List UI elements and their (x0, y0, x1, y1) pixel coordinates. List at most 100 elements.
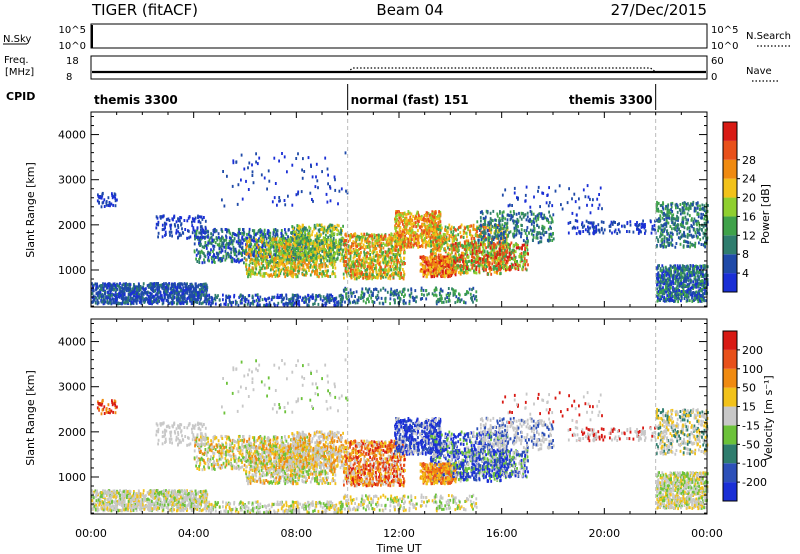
range-time-cell (140, 302, 143, 305)
range-time-cell (324, 248, 327, 251)
range-time-cell (100, 295, 103, 299)
range-time-cell (369, 248, 371, 252)
range-time-cell (241, 231, 244, 235)
range-time-cell (297, 294, 300, 298)
range-time-cell (402, 240, 405, 244)
range-time-cell (382, 246, 385, 250)
range-time-cell (287, 266, 289, 270)
range-time-cell (153, 300, 156, 304)
range-time-cell (257, 296, 259, 299)
range-time-cell (284, 275, 287, 279)
range-time-cell (137, 291, 139, 295)
range-time-cell (319, 295, 322, 299)
range-time-cell (220, 257, 222, 261)
range-time-cell (260, 233, 263, 237)
range-time-cell (179, 296, 181, 300)
range-time-cell (391, 249, 394, 253)
range-time-cell (315, 294, 317, 297)
range-time-cell (175, 296, 178, 300)
range-time-cell (285, 255, 288, 259)
range-time-cell (102, 301, 105, 304)
range-time-cell (181, 283, 184, 287)
range-time-cell (404, 262, 406, 265)
range-time-cell (134, 292, 137, 295)
range-time-cell (326, 259, 329, 263)
range-time-cell (291, 304, 294, 308)
range-time-cell (305, 270, 307, 274)
range-time-cell (263, 244, 266, 247)
range-time-cell (414, 231, 417, 235)
range-time-cell (269, 234, 272, 238)
range-time-cell (253, 250, 255, 254)
range-time-cell (262, 234, 265, 238)
range-time-cell (271, 274, 274, 278)
range-time-cell (349, 234, 352, 238)
range-time-cell (261, 258, 264, 262)
range-time-cell (210, 235, 213, 239)
range-time-cell (131, 287, 134, 291)
range-time-cell (207, 241, 210, 245)
range-time-cell (135, 301, 138, 305)
range-time-cell (225, 234, 227, 238)
range-time-cell (276, 233, 279, 237)
range-time-cell (333, 227, 335, 231)
range-time-cell (155, 293, 157, 297)
range-time-cell (262, 255, 264, 259)
range-time-cell (245, 297, 248, 301)
range-time-cell (421, 245, 424, 249)
range-time-cell (148, 291, 151, 295)
range-time-cell (267, 304, 270, 308)
range-time-cell (225, 243, 227, 247)
range-time-cell (430, 223, 432, 227)
range-time-cell (432, 218, 435, 222)
range-time-cell (313, 262, 316, 266)
range-time-cell (470, 237, 473, 241)
range-time-cell (314, 272, 316, 276)
range-time-cell (376, 250, 378, 254)
range-time-cell (102, 298, 105, 302)
range-time-cell (235, 254, 238, 258)
range-time-cell (220, 247, 223, 251)
range-time-cell (321, 250, 324, 253)
range-time-cell (190, 290, 193, 294)
range-time-cell (194, 282, 197, 286)
range-time-cell (253, 254, 256, 258)
range-time-cell (105, 284, 108, 288)
range-time-cell (460, 268, 462, 272)
range-time-cell (344, 232, 347, 236)
range-time-cell (99, 288, 102, 292)
range-time-cell (275, 237, 277, 241)
range-time-cell (373, 236, 376, 240)
range-time-cell (459, 235, 462, 239)
range-time-cell (209, 253, 211, 256)
range-time-cell (276, 245, 278, 249)
range-time-cell (341, 296, 344, 299)
range-time-cell (452, 229, 455, 233)
range-time-cell (122, 296, 124, 300)
range-time-cell (311, 230, 314, 234)
range-time-cell (196, 291, 199, 295)
range-time-cell (345, 239, 348, 242)
range-time-cell (116, 292, 119, 296)
range-time-cell (418, 225, 421, 229)
range-time-cell (177, 295, 180, 299)
range-time-cell (309, 273, 312, 277)
range-time-cell (162, 290, 165, 294)
range-time-cell (318, 234, 321, 237)
range-time-cell (307, 263, 309, 267)
range-time-cell (400, 233, 402, 237)
range-time-cell (169, 292, 171, 296)
range-time-cell (284, 228, 286, 232)
range-time-cell (217, 232, 220, 236)
range-time-cell (354, 237, 357, 241)
range-time-cell (101, 288, 103, 292)
range-time-cell (334, 266, 337, 270)
range-time-cell (106, 286, 109, 290)
range-time-cell (333, 263, 336, 267)
range-time-cell (373, 255, 375, 259)
range-time-cell (179, 288, 182, 292)
range-time-cell (137, 285, 140, 288)
range-time-cell (201, 261, 204, 265)
range-time-cell (462, 251, 465, 255)
range-time-cell (278, 259, 281, 263)
